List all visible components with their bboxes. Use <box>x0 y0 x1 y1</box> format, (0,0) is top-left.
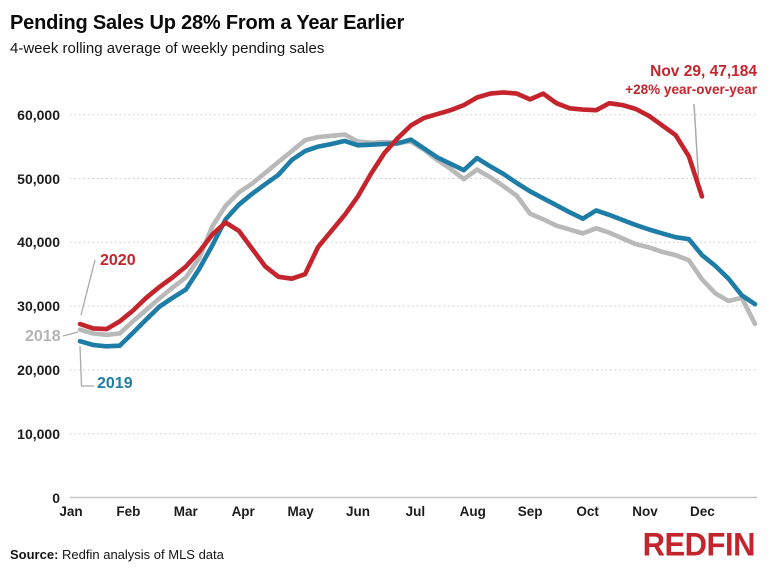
annotation-pointer-line <box>693 103 700 187</box>
annotation: Nov 29, 47,184 +28% year-over-year <box>625 62 757 98</box>
y-tick-label: 30,000 <box>17 298 60 315</box>
page-subtitle: 4-week rolling average of weekly pending… <box>10 40 325 57</box>
x-tick-label: Mar <box>173 504 198 519</box>
line-series-2020 <box>77 90 705 332</box>
leader-line-2020 <box>80 259 96 316</box>
x-tick-label: Jul <box>405 504 426 519</box>
source-line: Source: Redfin analysis of MLS data <box>10 547 224 562</box>
y-tick-label: 50,000 <box>17 170 60 187</box>
source-text: Redfin analysis of MLS data <box>58 547 224 562</box>
y-tick-label: 0 <box>52 489 60 506</box>
x-tick-label: Nov <box>632 504 658 519</box>
x-tick-label: Sep <box>517 504 543 519</box>
y-tick-label: 60,000 <box>17 106 60 123</box>
x-tick-label: May <box>287 504 314 519</box>
redfin-logo: REDFIN <box>642 525 756 564</box>
line-series-2018 <box>77 132 758 338</box>
leader-line-2019 <box>79 345 94 387</box>
annotation-value: Nov 29, 47,184 <box>650 63 757 80</box>
y-tick-label: 20,000 <box>17 361 60 378</box>
series-label-2019: 2019 <box>97 375 133 392</box>
x-tick-label: Apr <box>231 504 255 519</box>
y-tick-label: 10,000 <box>17 425 60 442</box>
series-label-2018: 2018 <box>25 328 61 345</box>
x-tick-label: Dec <box>690 504 715 519</box>
y-tick-label: 40,000 <box>17 234 60 251</box>
series-label-2020: 2020 <box>100 252 136 269</box>
x-tick-label: Oct <box>576 504 599 519</box>
x-tick-label: Jun <box>345 504 370 519</box>
annotation-yoy: +28% year-over-year <box>625 82 757 97</box>
page-title: Pending Sales Up 28% From a Year Earlier <box>10 12 405 34</box>
leader-line-2018 <box>62 331 79 337</box>
x-tick-label: Jan <box>59 504 83 519</box>
line-series-2019 <box>77 137 758 349</box>
source-label: Source: <box>10 547 59 562</box>
x-tick-label: Feb <box>116 504 141 519</box>
x-tick-label: Aug <box>459 504 486 519</box>
